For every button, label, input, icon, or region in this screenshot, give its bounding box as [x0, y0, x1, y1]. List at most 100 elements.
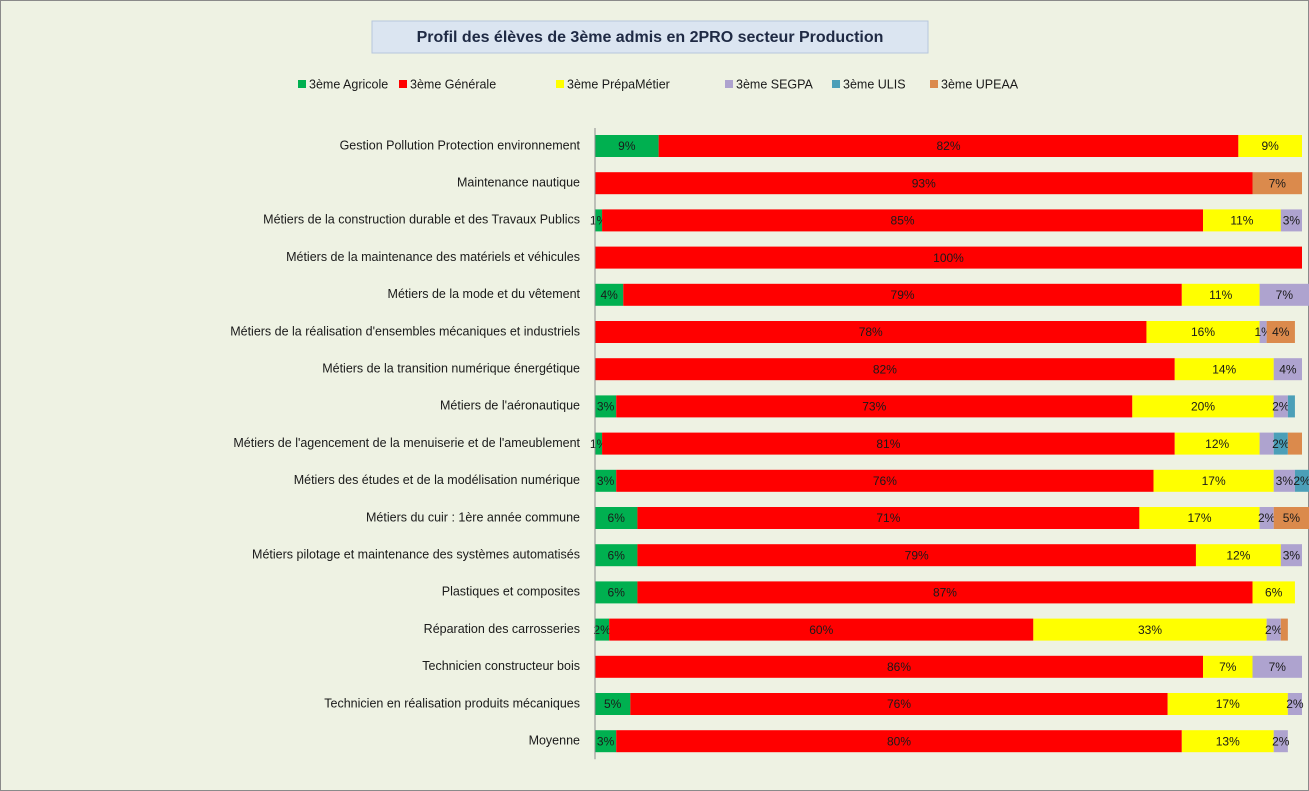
- data-label: 76%: [887, 697, 911, 711]
- bar-segment: [637, 507, 1140, 529]
- bar-segment: [595, 283, 624, 306]
- data-label: 3%: [597, 400, 615, 414]
- data-label: 93%: [912, 176, 936, 190]
- bar-segment: [1203, 209, 1281, 232]
- bar-segment: [1273, 358, 1302, 381]
- legend-swatch: [725, 80, 733, 88]
- bar-segment: [658, 135, 1239, 157]
- bar-segment: [595, 618, 610, 641]
- data-label: 80%: [887, 734, 911, 748]
- data-label: 9%: [618, 139, 636, 153]
- bar-segment: [637, 544, 1196, 567]
- data-label: 16%: [1191, 325, 1215, 339]
- bar-segment: [1132, 395, 1274, 418]
- legend-label: 3ème ULIS: [843, 77, 906, 91]
- bar-segment: [595, 246, 1302, 269]
- bar-segment: [1280, 544, 1302, 567]
- data-label: 4%: [600, 288, 618, 302]
- bar-segment: [1238, 135, 1302, 157]
- data-label: 100%: [933, 251, 964, 265]
- data-label: 76%: [873, 474, 897, 488]
- legend-swatch: [930, 80, 938, 88]
- category-label: Métiers pilotage et maintenance des syst…: [252, 547, 580, 561]
- bar-segment: [595, 693, 631, 715]
- data-label: 6%: [608, 586, 626, 600]
- data-label: 7%: [1269, 660, 1287, 674]
- bar-segment: [1203, 655, 1253, 678]
- bar-segment: [602, 432, 1175, 455]
- category-label: Technicien en réalisation produits mécan…: [324, 696, 580, 710]
- data-label: 86%: [887, 660, 911, 674]
- data-label: 2%: [593, 623, 611, 637]
- data-label: 3%: [597, 734, 615, 748]
- category-label: Métiers de la construction durable et de…: [263, 213, 580, 227]
- bar-segment: [1252, 172, 1302, 195]
- bar-segment: [1259, 321, 1267, 343]
- data-label: 7%: [1269, 176, 1287, 190]
- category-label: Moyenne: [529, 733, 580, 747]
- bar-segment: [1252, 655, 1302, 678]
- data-label: 6%: [608, 511, 626, 525]
- bar-segment: [595, 209, 603, 232]
- data-label: 3%: [597, 474, 615, 488]
- data-label: 3%: [1283, 214, 1301, 228]
- bar-segment: [602, 209, 1204, 232]
- bar-segment: [1153, 469, 1274, 492]
- category-label: Métiers des études et de la modélisation…: [294, 473, 580, 487]
- bar-segment: [1259, 432, 1274, 455]
- bar-segment: [595, 432, 603, 455]
- data-label: 71%: [876, 511, 900, 525]
- data-label: 7%: [1219, 660, 1237, 674]
- bar-segment: [595, 395, 617, 418]
- category-label: Métiers de la maintenance des matériels …: [286, 250, 580, 264]
- data-label: 33%: [1138, 623, 1162, 637]
- legend-label: 3ème SEGPA: [736, 77, 814, 91]
- bar-segment: [595, 581, 638, 604]
- bar-segment: [1280, 209, 1302, 232]
- bar-segment: [595, 358, 1175, 381]
- category-label: Métiers de la réalisation d'ensembles mé…: [230, 324, 580, 338]
- data-label: 5%: [1283, 511, 1301, 525]
- legend-label: 3ème Générale: [410, 77, 496, 91]
- legend-swatch: [399, 80, 407, 88]
- bar-segment: [1273, 395, 1288, 418]
- category-label: Gestion Pollution Protection environneme…: [340, 138, 581, 152]
- bar-segment: [595, 172, 1253, 195]
- bar-segment: [616, 469, 1154, 492]
- category-label: Réparation des carrosseries: [424, 622, 580, 636]
- bar-segment: [595, 321, 1147, 343]
- category-label: Maintenance nautique: [457, 175, 580, 189]
- data-label: 7%: [1276, 288, 1294, 302]
- data-label: 17%: [1216, 697, 1240, 711]
- data-label: 2%: [1293, 474, 1309, 488]
- bar-segment: [1273, 432, 1288, 455]
- category-label: Métiers de l'agencement de la menuiserie…: [233, 436, 580, 450]
- legend-label: 3ème PrépaMétier: [567, 77, 670, 91]
- bar-segment: [1181, 730, 1274, 753]
- data-label: 60%: [809, 623, 833, 637]
- data-label: 73%: [862, 400, 886, 414]
- chart-title: Profil des élèves de 3ème admis en 2PRO …: [417, 29, 884, 46]
- legend-label: 3ème UPEAA: [941, 77, 1019, 91]
- data-label: 82%: [936, 139, 960, 153]
- bar-segment: [595, 544, 638, 567]
- data-label: 2%: [1258, 511, 1276, 525]
- data-label: 11%: [1209, 288, 1232, 302]
- data-label: 2%: [1272, 400, 1290, 414]
- bar-segment: [1273, 730, 1288, 753]
- category-label: Métiers de l'aéronautique: [440, 399, 580, 413]
- data-label: 20%: [1191, 400, 1215, 414]
- bar-segment: [1195, 544, 1281, 567]
- data-label: 11%: [1230, 214, 1253, 228]
- bar-segment: [1273, 469, 1295, 492]
- data-label: 5%: [604, 697, 622, 711]
- bar-segment: [1287, 432, 1302, 455]
- data-label: 87%: [933, 586, 957, 600]
- category-label: Métiers de la transition numérique énerg…: [322, 361, 580, 375]
- data-label: 13%: [1216, 734, 1240, 748]
- bar-segment: [595, 655, 1204, 678]
- bar-segment: [637, 581, 1253, 604]
- data-label: 3%: [1283, 548, 1301, 562]
- data-label: 2%: [1265, 623, 1283, 637]
